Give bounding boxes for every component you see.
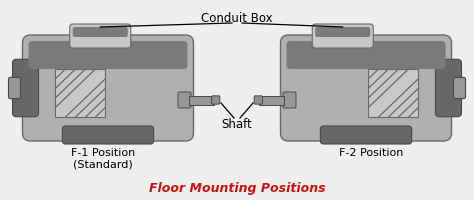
- FancyBboxPatch shape: [312, 24, 373, 48]
- Bar: [259, 96, 284, 104]
- FancyBboxPatch shape: [436, 59, 462, 117]
- Text: Conduit Box: Conduit Box: [201, 12, 273, 25]
- FancyBboxPatch shape: [70, 24, 131, 48]
- Text: Shaft: Shaft: [222, 118, 252, 131]
- FancyBboxPatch shape: [254, 96, 263, 104]
- FancyBboxPatch shape: [22, 35, 193, 141]
- Text: Floor Mounting Positions: Floor Mounting Positions: [149, 182, 325, 195]
- FancyBboxPatch shape: [178, 92, 191, 108]
- FancyBboxPatch shape: [281, 35, 452, 141]
- FancyBboxPatch shape: [73, 27, 128, 37]
- FancyBboxPatch shape: [454, 77, 465, 99]
- Text: F-2 Position: F-2 Position: [339, 148, 403, 158]
- FancyBboxPatch shape: [315, 27, 370, 37]
- FancyBboxPatch shape: [9, 77, 20, 99]
- FancyBboxPatch shape: [28, 41, 188, 69]
- FancyBboxPatch shape: [211, 96, 220, 104]
- Bar: [55, 69, 106, 117]
- FancyBboxPatch shape: [12, 59, 38, 117]
- Text: F-1 Position
(Standard): F-1 Position (Standard): [71, 148, 135, 170]
- FancyBboxPatch shape: [283, 92, 296, 108]
- FancyBboxPatch shape: [63, 126, 154, 144]
- Bar: [190, 96, 215, 104]
- FancyBboxPatch shape: [320, 126, 411, 144]
- FancyBboxPatch shape: [286, 41, 446, 69]
- Bar: [368, 69, 419, 117]
